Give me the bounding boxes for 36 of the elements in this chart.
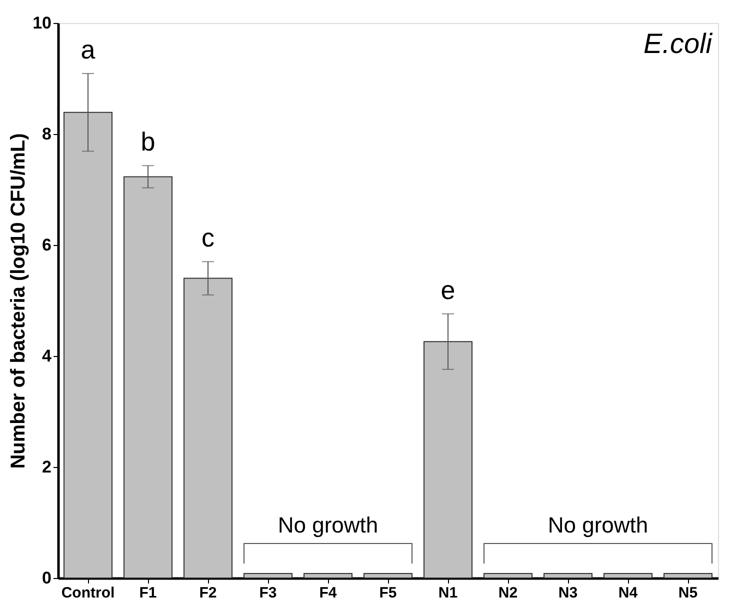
x-tick-label: N3: [558, 584, 578, 602]
bar: [184, 278, 232, 578]
x-tick-label: N1: [438, 584, 458, 602]
x-tick-label: F1: [139, 584, 157, 602]
annotation: b: [140, 126, 156, 157]
x-tick-label: F5: [379, 584, 397, 602]
y-tick-label: 2: [42, 458, 52, 476]
x-tick-label: Control: [61, 584, 115, 602]
bar: [424, 341, 472, 578]
bar: [304, 573, 352, 578]
annotation: e: [440, 274, 456, 305]
bar: [244, 573, 292, 578]
x-tick-label: F4: [319, 584, 338, 602]
y-tick-label: 10: [32, 14, 52, 32]
bar: [544, 573, 592, 578]
annotation: c: [202, 222, 214, 253]
bar: [604, 573, 652, 578]
x-tick-label: N5: [678, 584, 698, 602]
x-tick-label: N2: [498, 584, 518, 602]
y-tick-label: 6: [42, 236, 52, 254]
bar: [64, 112, 112, 578]
bar: [664, 573, 712, 578]
y-axis-title: Number of bacteria (log10 CFU/mL): [8, 133, 30, 469]
y-tick-label: 0: [42, 568, 52, 588]
y-tick-label: 4: [42, 346, 52, 366]
annotation: a: [80, 34, 96, 65]
x-tick-label: N4: [618, 584, 638, 602]
annotation: No growth: [278, 512, 378, 538]
annotation: E.coli: [644, 28, 713, 59]
y-tick-label: 8: [42, 124, 52, 144]
bar: [124, 176, 172, 578]
x-tick-label: F3: [259, 584, 277, 602]
bar: [364, 573, 412, 578]
bar: [484, 573, 532, 578]
x-tick-label: F2: [199, 584, 217, 602]
annotation: No growth: [548, 512, 648, 538]
